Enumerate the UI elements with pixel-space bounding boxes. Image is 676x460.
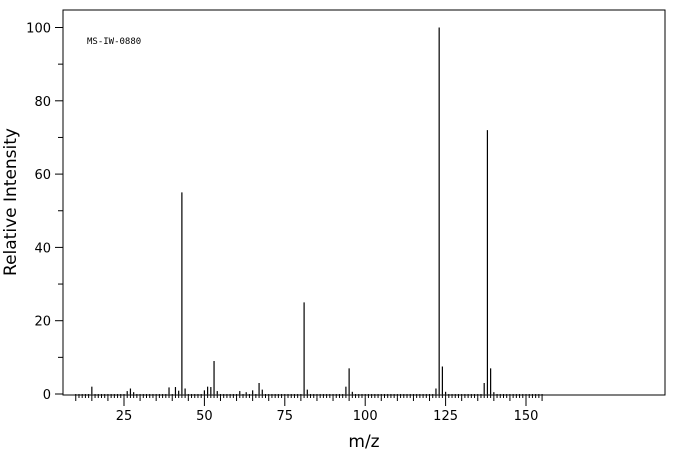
- y-axis-label: Relative Intensity: [1, 128, 21, 276]
- y-tick-label: 20: [34, 315, 51, 330]
- x-tick-label: 75: [277, 409, 294, 424]
- x-axis-ticks: 25 50 75 100 125 150: [75, 394, 543, 424]
- y-tick-label: 40: [34, 241, 51, 256]
- x-tick-label: 25: [116, 409, 133, 424]
- y-tick-label: 60: [34, 168, 51, 183]
- x-tick-label: 150: [514, 409, 539, 424]
- x-tick-label: 125: [433, 409, 458, 424]
- y-tick-label: 80: [34, 95, 51, 110]
- x-axis-label: m/z: [348, 432, 379, 452]
- y-tick-label: 100: [26, 22, 51, 37]
- x-tick-label: 100: [353, 409, 378, 424]
- y-tick-label: 0: [43, 388, 51, 403]
- spectrum-id-label: MS-IW-0880: [87, 37, 141, 47]
- plot-frame: [62, 9, 666, 396]
- x-tick-label: 50: [196, 409, 213, 424]
- peak-series: [91, 27, 495, 394]
- y-axis-ticks: 0 20 40 60 80 100: [26, 22, 63, 403]
